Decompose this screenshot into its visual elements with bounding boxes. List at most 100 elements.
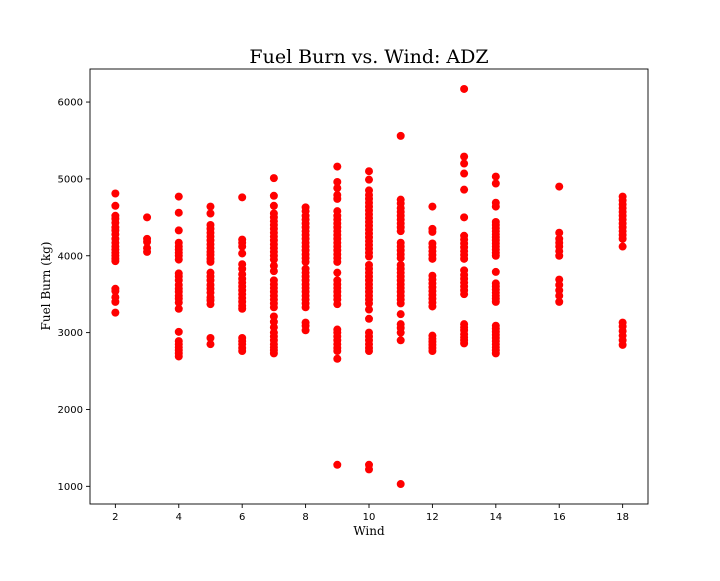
data-point: [238, 193, 247, 202]
data-point: [428, 271, 437, 280]
data-point: [396, 260, 405, 269]
data-point: [491, 321, 500, 330]
data-point: [301, 318, 310, 327]
data-point: [333, 162, 342, 171]
data-point: [269, 312, 278, 321]
data-point: [333, 207, 342, 216]
data-point: [396, 480, 405, 489]
x-tick-label: 6: [239, 512, 245, 523]
data-point: [174, 226, 183, 235]
x-tick-label: 4: [176, 512, 182, 523]
data-point: [618, 318, 627, 327]
data-point: [491, 279, 500, 288]
data-point: [491, 172, 500, 181]
data-point: [460, 231, 469, 240]
data-point: [111, 189, 120, 198]
data-point: [460, 159, 469, 168]
data-point: [396, 320, 405, 329]
x-tick-label: 16: [553, 512, 566, 523]
data-point: [174, 238, 183, 247]
y-tick-label: 2000: [58, 405, 83, 416]
data-point: [333, 184, 342, 193]
data-point: [460, 185, 469, 194]
data-point: [174, 269, 183, 278]
data-point: [174, 327, 183, 336]
y-tick-label: 5000: [58, 174, 83, 185]
data-point: [269, 261, 278, 270]
data-point: [206, 209, 215, 218]
data-point: [618, 242, 627, 251]
data-point: [143, 213, 152, 222]
data-point: [206, 221, 215, 230]
data-point: [238, 235, 247, 244]
data-point: [365, 314, 373, 323]
data-point: [460, 152, 469, 161]
data-point: [143, 234, 152, 243]
data-point: [460, 84, 469, 93]
data-point: [269, 201, 278, 210]
data-point: [333, 354, 342, 363]
data-point: [333, 276, 342, 285]
data-point: [269, 174, 278, 183]
x-tick-label: 14: [489, 512, 502, 523]
data-point: [460, 266, 469, 275]
data-point: [301, 203, 310, 212]
data-point: [396, 238, 405, 247]
data-point: [333, 268, 342, 277]
data-point: [111, 201, 120, 210]
data-point: [365, 175, 373, 184]
data-point: [491, 267, 500, 276]
data-point: [206, 340, 215, 349]
data-point: [269, 276, 278, 285]
x-tick-label: 2: [112, 512, 118, 523]
data-point: [428, 239, 437, 248]
data-point: [491, 179, 500, 188]
data-point: [555, 228, 564, 237]
plot-area: 2 4 6 8 10 12 14 16 18 1000 2000 3000 4000 5000 6000: [58, 68, 649, 523]
data-point: [269, 209, 278, 218]
x-tick-label: 8: [302, 512, 308, 523]
data-point: [365, 328, 373, 337]
x-tick-label: 10: [363, 512, 376, 523]
data-point: [333, 191, 342, 200]
data-point: [396, 195, 405, 204]
data-point: [460, 213, 469, 222]
data-point: [174, 192, 183, 201]
x-axis-label: Wind: [353, 524, 385, 538]
data-point: [111, 211, 120, 220]
chart-title: Fuel Burn vs. Wind: ADZ: [249, 46, 488, 68]
data-point: [174, 304, 183, 313]
data-point: [111, 293, 120, 302]
data-point: [333, 325, 342, 334]
data-point: [365, 460, 373, 469]
data-point: [365, 305, 373, 314]
data-point: [428, 331, 437, 340]
data-point: [365, 186, 373, 195]
data-point: [206, 202, 215, 211]
y-tick-label: 4000: [58, 251, 83, 262]
data-point: [618, 192, 627, 201]
data-point: [396, 336, 405, 345]
data-point: [301, 264, 310, 273]
y-tick-label: 1000: [58, 482, 83, 493]
data-point: [238, 333, 247, 342]
data-point: [269, 191, 278, 200]
data-point: [143, 244, 152, 253]
data-point: [333, 460, 342, 469]
data-point: [365, 167, 373, 176]
data-point: [111, 284, 120, 293]
data-point: [396, 310, 405, 319]
data-point: [174, 208, 183, 217]
data-point: [555, 297, 564, 306]
data-point: [428, 202, 437, 211]
data-point: [555, 182, 564, 191]
x-tick-label: 18: [616, 512, 629, 523]
data-point: [174, 337, 183, 346]
data-point: [491, 217, 500, 226]
data-point: [238, 249, 247, 258]
data-point: [206, 268, 215, 277]
data-point: [428, 224, 437, 233]
data-point: [491, 198, 500, 207]
